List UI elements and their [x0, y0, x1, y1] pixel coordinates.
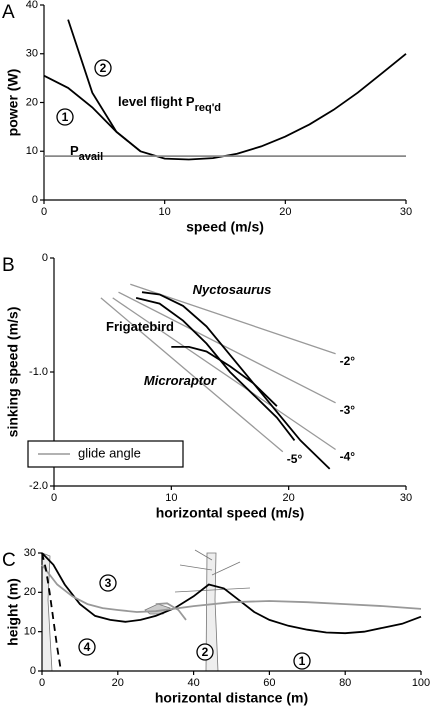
- label-circle: [78, 638, 96, 656]
- series-line: [135, 297, 296, 441]
- label-circle: [196, 643, 214, 661]
- y-tick-label: 0: [32, 194, 38, 206]
- label-main: Nyctosaurus: [193, 282, 272, 297]
- y-tick-label: 20: [26, 96, 38, 108]
- branches: [174, 549, 251, 593]
- trees: [41, 549, 251, 672]
- panel-label: C: [2, 550, 16, 571]
- x-axis-title: horizontal distance (m): [155, 690, 308, 706]
- y-tick-label: 10: [26, 145, 38, 157]
- x-tick-label: 10: [165, 492, 177, 504]
- series-line: [41, 564, 422, 613]
- label-circle: [94, 59, 112, 77]
- y-tick-label: 30: [24, 547, 36, 559]
- label-main: P: [70, 143, 79, 158]
- y-tick-label: -2.0: [29, 480, 48, 492]
- series-line: [41, 552, 422, 635]
- annotation: level flight Preq'd: [118, 94, 221, 113]
- x-tick-label: 40: [187, 677, 199, 689]
- label-circle: [293, 652, 311, 670]
- x-tick-label: 10: [159, 206, 171, 218]
- y-tick-label: 10: [24, 626, 36, 638]
- series-label: 4: [84, 640, 91, 654]
- y-tick-label: 20: [24, 586, 36, 598]
- glide-label: -5°: [287, 452, 303, 466]
- x-tick-label: 20: [112, 677, 124, 689]
- panel-label: B: [2, 255, 15, 276]
- x-tick-label: 0: [51, 492, 57, 504]
- series-line: [171, 346, 278, 407]
- annotation-sub: req'd: [195, 102, 221, 114]
- series-label: 1: [62, 110, 69, 124]
- label-main: Microraptor: [144, 373, 217, 388]
- series-label: Microraptor: [144, 373, 217, 388]
- glide-line: [112, 297, 336, 451]
- x-axis-title: speed (m/s): [186, 219, 264, 235]
- glide-line: [130, 283, 336, 355]
- y-axis-title: height (m): [5, 578, 21, 646]
- series-label: Frigatebird: [106, 319, 174, 334]
- glide-label: -3°: [340, 403, 356, 417]
- y-tick-label: 0: [42, 252, 48, 264]
- series-line: [155, 602, 187, 621]
- x-tick-label: 100: [412, 677, 430, 689]
- glide-label: -2°: [340, 354, 356, 368]
- annotation-main: level flight P: [118, 94, 195, 109]
- x-tick-label: 20: [279, 206, 291, 218]
- series-line: [41, 552, 62, 672]
- label-circle: [99, 574, 117, 592]
- series-label: 1: [299, 654, 306, 668]
- y-tick-label: 30: [26, 48, 38, 60]
- y-axis-title: sinking speed (m/s): [5, 307, 21, 438]
- x-tick-label: 20: [283, 492, 295, 504]
- x-tick-label: 0: [41, 206, 47, 218]
- glide-line: [100, 297, 284, 453]
- glide-label: -4°: [340, 450, 356, 464]
- series-line: [141, 291, 331, 470]
- x-tick-label: 0: [39, 677, 45, 689]
- glide-line: [118, 291, 336, 404]
- x-tick-label: 30: [400, 206, 412, 218]
- series-label: 2: [100, 61, 107, 75]
- y-tick-label: -1.0: [29, 366, 48, 378]
- panel-label: A: [2, 2, 15, 23]
- series-label: Nyctosaurus: [193, 282, 272, 297]
- y-axis-title: power (W): [5, 69, 21, 137]
- y-tick-label: 40: [26, 0, 38, 11]
- x-tick-label: 60: [263, 677, 275, 689]
- y-tick-label: 0: [30, 665, 36, 677]
- x-axis-title: horizontal speed (m/s): [156, 505, 305, 521]
- x-tick-label: 30: [400, 492, 412, 504]
- label-circle: [56, 108, 74, 126]
- series-label: Pavail: [70, 143, 103, 162]
- legend-label: glide angle: [78, 445, 141, 460]
- x-tick-label: 80: [339, 677, 351, 689]
- series-label: 3: [105, 576, 112, 590]
- label-main: Frigatebird: [106, 319, 174, 334]
- series-label: 2: [202, 645, 209, 659]
- series-line: [67, 19, 142, 152]
- label-sub: avail: [79, 151, 103, 163]
